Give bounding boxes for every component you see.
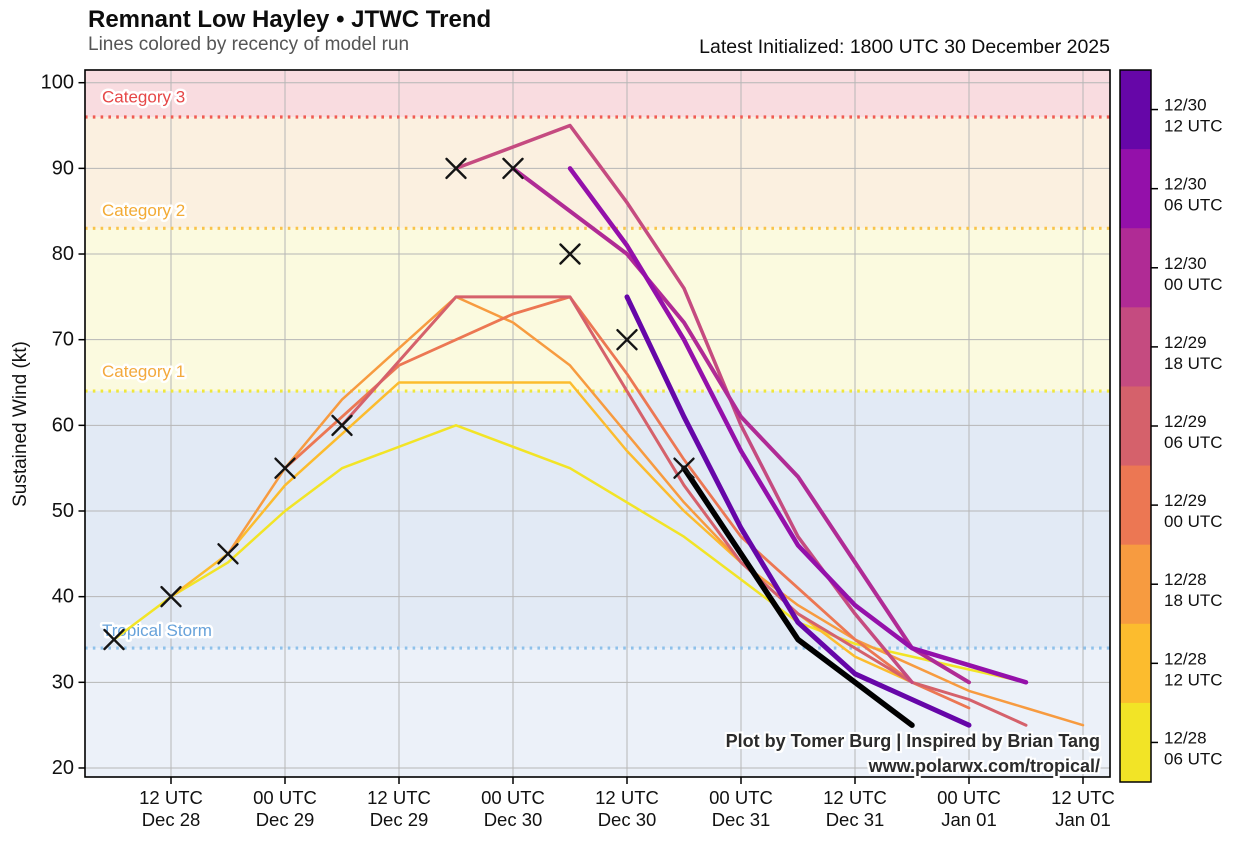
colorbar-label-time: 00 UTC xyxy=(1164,275,1223,294)
y-tick-label: 60 xyxy=(52,414,74,436)
category-label: Category 3 xyxy=(102,87,185,106)
colorbar-label-date: 12/28 xyxy=(1164,728,1207,747)
x-tick-label-date: Dec 28 xyxy=(142,809,201,830)
x-tick-label-date: Dec 31 xyxy=(712,809,771,830)
observed-intensity-marker xyxy=(445,157,467,180)
colorbar-border xyxy=(1119,69,1152,783)
x-tick-label-time: 12 UTC xyxy=(823,787,887,808)
x-tick-label-date: Jan 01 xyxy=(941,809,997,830)
latest-forecast-line xyxy=(681,465,915,728)
x-tick-label-time: 00 UTC xyxy=(709,787,773,808)
colorbar-segment xyxy=(1120,465,1151,546)
y-axis-title: Sustained Wind (kt) xyxy=(10,341,31,507)
colorbar-segment xyxy=(1120,386,1151,467)
model-run-line xyxy=(340,295,1028,727)
x-tick-label-date: Dec 30 xyxy=(598,809,657,830)
observed-intensity-marker xyxy=(274,457,296,479)
x-tick-label-time: 00 UTC xyxy=(481,787,545,808)
colorbar-label-time: 06 UTC xyxy=(1164,196,1223,215)
model-run-line xyxy=(624,294,972,728)
x-tick-label-time: 12 UTC xyxy=(1051,787,1115,808)
x-tick-label-date: Jan 01 xyxy=(1055,809,1111,830)
model-run-line xyxy=(567,166,1029,685)
x-tick-label-date: Dec 31 xyxy=(826,809,885,830)
category-band xyxy=(85,228,1110,392)
category-label: Category 2 xyxy=(102,201,185,220)
observed-intensity-marker xyxy=(217,543,239,565)
colorbar-label-time: 06 UTC xyxy=(1164,433,1223,452)
latest-initialized-label: Latest Initialized: 1800 UTC 30 December… xyxy=(699,36,1110,58)
category-band xyxy=(85,70,1110,117)
observed-intensity-marker xyxy=(673,457,695,479)
x-tick-label-time: 00 UTC xyxy=(253,787,317,808)
colorbar-label-time: 06 UTC xyxy=(1164,749,1223,768)
colorbar-label-date: 12/30 xyxy=(1164,96,1207,115)
observed-intensity-marker xyxy=(103,628,125,651)
attribution-credit: Plot by Tomer Burg | Inspired by Brian T… xyxy=(725,731,1100,751)
y-tick-label: 70 xyxy=(52,329,74,351)
model-run-line xyxy=(112,424,1028,684)
colorbar-segment xyxy=(1120,307,1151,387)
colorbar-segment xyxy=(1120,70,1151,150)
y-tick-label: 80 xyxy=(52,243,74,265)
x-tick-label-time: 00 UTC xyxy=(937,787,1001,808)
x-tick-label-date: Dec 29 xyxy=(256,809,315,830)
attribution: Plot by Tomer Burg | Inspired by Brian T… xyxy=(726,729,1100,779)
x-tick-label-time: 12 UTC xyxy=(367,787,431,808)
colorbar-segment xyxy=(1120,149,1151,229)
category-band xyxy=(85,391,1110,649)
x-tick-label-time: 12 UTC xyxy=(595,787,659,808)
colorbar-label-time: 18 UTC xyxy=(1164,354,1223,373)
y-tick-label: 90 xyxy=(52,157,74,179)
model-run-line xyxy=(226,295,1085,727)
y-tick-label: 30 xyxy=(52,671,74,693)
colorbar-label-date: 12/28 xyxy=(1164,649,1207,668)
category-band xyxy=(85,116,1110,229)
y-tick-label: 20 xyxy=(52,757,74,779)
category-label: Tropical Storm xyxy=(102,621,212,640)
x-tick-label-date: Dec 30 xyxy=(484,809,543,830)
plot-border xyxy=(84,69,1111,778)
colorbar-label-time: 12 UTC xyxy=(1164,670,1223,689)
colorbar-segment xyxy=(1120,702,1151,783)
colorbar-label-date: 12/29 xyxy=(1164,491,1207,510)
colorbar-label-date: 12/29 xyxy=(1164,333,1207,352)
colorbar-segment xyxy=(1120,544,1151,625)
colorbar-label-date: 12/30 xyxy=(1164,254,1207,273)
colorbar-label-date: 12/30 xyxy=(1164,175,1207,194)
colorbar-label-date: 12/29 xyxy=(1164,412,1207,431)
y-tick-label: 50 xyxy=(52,500,74,522)
y-tick-label: 100 xyxy=(41,72,74,94)
observed-intensity-marker xyxy=(331,414,353,437)
colorbar-label-time: 12 UTC xyxy=(1164,117,1223,136)
y-tick-label: 40 xyxy=(52,586,74,608)
colorbar-label-time: 18 UTC xyxy=(1164,591,1223,610)
colorbar-label-time: 00 UTC xyxy=(1164,512,1223,531)
page-title: Remnant Low Hayley • JTWC Trend xyxy=(88,6,492,33)
chart-subtitle: Lines colored by recency of model run xyxy=(88,34,410,55)
observed-intensity-marker xyxy=(160,585,182,608)
observed-intensity-marker xyxy=(616,328,638,351)
attribution-url: www.polarwx.com/tropical/ xyxy=(868,756,1100,776)
observed-intensity-marker xyxy=(559,243,581,265)
colorbar-segment xyxy=(1120,623,1151,704)
observed-intensity-marker xyxy=(502,157,524,180)
model-run-line xyxy=(454,123,914,685)
x-tick-label-date: Dec 29 xyxy=(370,809,429,830)
colorbar-label-date: 12/28 xyxy=(1164,570,1207,589)
colorbar-segment xyxy=(1120,228,1151,308)
category-label: Category 1 xyxy=(102,362,185,381)
x-tick-label-time: 12 UTC xyxy=(139,787,203,808)
